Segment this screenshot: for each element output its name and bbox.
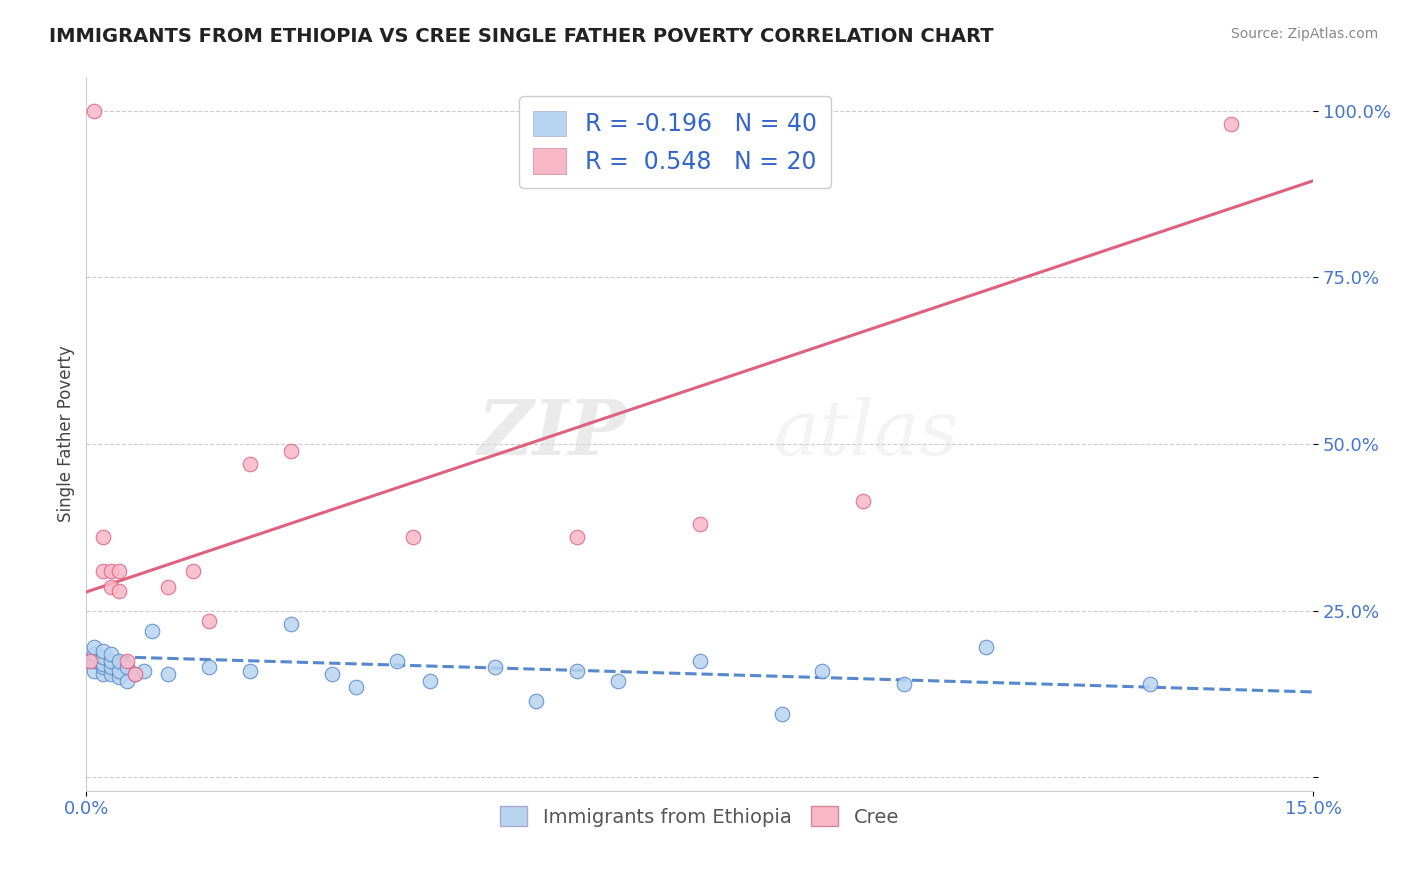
Point xyxy=(239,457,262,471)
Point xyxy=(770,706,793,721)
Point xyxy=(198,660,221,674)
Point xyxy=(1139,677,1161,691)
Point xyxy=(280,617,302,632)
Point xyxy=(974,640,997,655)
Point xyxy=(83,647,105,661)
Point xyxy=(108,564,131,578)
Point xyxy=(132,664,155,678)
Point xyxy=(100,660,122,674)
Point xyxy=(79,654,101,668)
Point xyxy=(157,667,180,681)
Point xyxy=(100,667,122,681)
Point xyxy=(91,650,114,665)
Legend: Immigrants from Ethiopia, Cree: Immigrants from Ethiopia, Cree xyxy=(492,798,907,834)
Point xyxy=(100,647,122,661)
Point xyxy=(402,530,425,544)
Point xyxy=(141,624,163,638)
Point xyxy=(181,564,204,578)
Point xyxy=(524,693,547,707)
Point xyxy=(115,660,138,674)
Point xyxy=(484,660,506,674)
Point xyxy=(100,564,122,578)
Point xyxy=(91,564,114,578)
Point xyxy=(83,664,105,678)
Point xyxy=(1220,117,1243,131)
Point xyxy=(419,673,441,688)
Point xyxy=(91,643,114,657)
Point xyxy=(91,660,114,674)
Point xyxy=(124,667,146,681)
Point xyxy=(100,654,122,668)
Y-axis label: Single Father Poverty: Single Father Poverty xyxy=(58,345,75,523)
Point xyxy=(607,673,630,688)
Point xyxy=(91,657,114,671)
Point xyxy=(91,667,114,681)
Text: atlas: atlas xyxy=(773,397,959,471)
Point xyxy=(811,664,834,678)
Point xyxy=(115,654,138,668)
Point xyxy=(124,667,146,681)
Point xyxy=(91,530,114,544)
Point xyxy=(893,677,915,691)
Point xyxy=(100,580,122,594)
Text: ZIP: ZIP xyxy=(477,397,626,471)
Point xyxy=(385,654,408,668)
Point xyxy=(108,654,131,668)
Point xyxy=(108,664,131,678)
Point xyxy=(198,614,221,628)
Point xyxy=(115,673,138,688)
Point xyxy=(239,664,262,678)
Point xyxy=(108,670,131,684)
Point xyxy=(83,103,105,118)
Point xyxy=(157,580,180,594)
Point xyxy=(565,664,588,678)
Point xyxy=(83,654,105,668)
Point xyxy=(689,516,711,531)
Point xyxy=(108,583,131,598)
Point xyxy=(344,681,367,695)
Text: IMMIGRANTS FROM ETHIOPIA VS CREE SINGLE FATHER POVERTY CORRELATION CHART: IMMIGRANTS FROM ETHIOPIA VS CREE SINGLE … xyxy=(49,27,994,45)
Text: Source: ZipAtlas.com: Source: ZipAtlas.com xyxy=(1230,27,1378,41)
Point xyxy=(280,443,302,458)
Point xyxy=(565,530,588,544)
Point xyxy=(79,654,101,668)
Point xyxy=(689,654,711,668)
Point xyxy=(852,493,875,508)
Point xyxy=(83,640,105,655)
Point xyxy=(321,667,343,681)
